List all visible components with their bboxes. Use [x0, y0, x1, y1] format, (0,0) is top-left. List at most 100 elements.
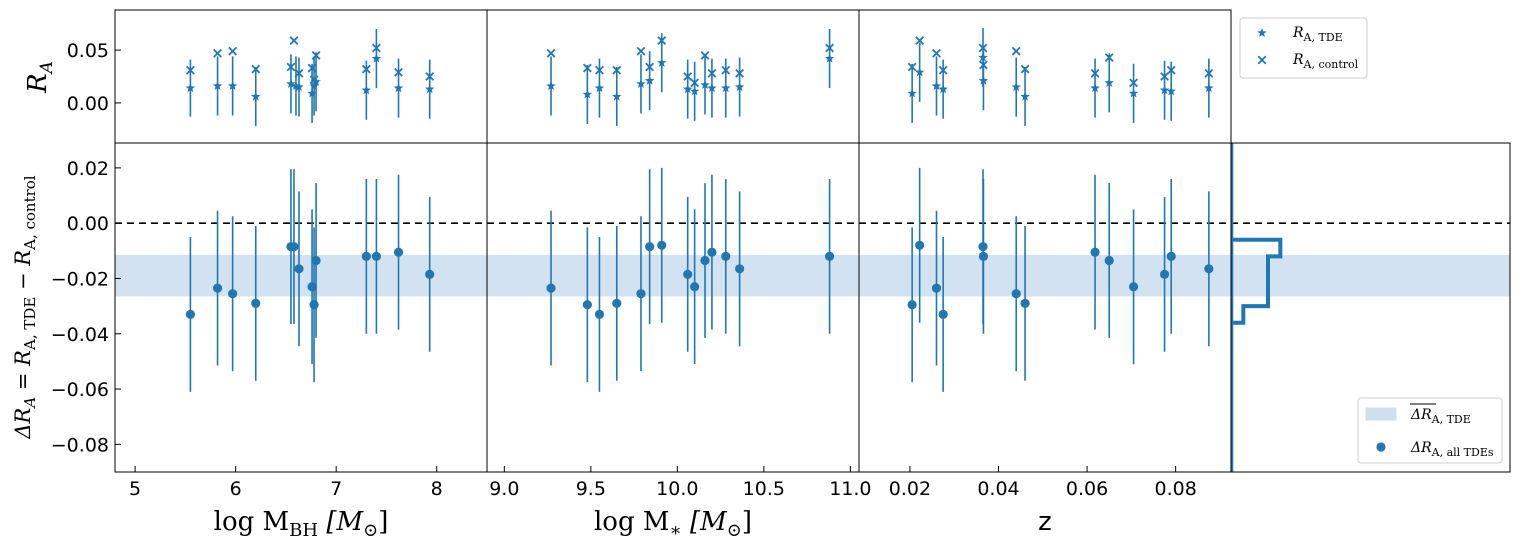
bottom-mstar-point-circle	[735, 264, 745, 274]
bottom-mstar-xtick-label: 10.5	[743, 478, 785, 500]
top-z-point-x	[1204, 68, 1214, 78]
top-mbh-point-x-b	[371, 43, 381, 53]
bottom-z-point-circle	[907, 300, 917, 310]
top-mstar-point-star	[721, 83, 731, 93]
band-layer	[115, 222, 1510, 297]
hist-band	[1231, 254, 1510, 297]
xlabel-mbh: log MBH [M⊙]	[214, 507, 389, 541]
bottom-z-xtick-label: 0.06	[1066, 478, 1108, 500]
bottom-mbh-ytick-label: −0.02	[51, 268, 109, 290]
top-mstar-point-x	[825, 43, 835, 53]
top-mstar-point-star	[636, 78, 646, 88]
bottom-mbh-point-circle	[228, 289, 238, 299]
top-mstar-point-x-b	[636, 46, 646, 56]
top-mstar-point-star	[700, 79, 710, 89]
legend-bottom-circle-marker	[1376, 442, 1386, 452]
top-z-point-x-b	[915, 36, 925, 46]
top-mstar-point-x	[683, 72, 693, 81]
bottom-mstar-band	[487, 254, 859, 297]
top-mbh-point-x-b	[251, 64, 261, 74]
top-mstar-point-star	[582, 89, 593, 99]
bottom-z-point-circle	[1204, 264, 1214, 274]
bottom-mstar-point-circle	[683, 269, 693, 279]
top-mbh-point-x-b	[185, 65, 195, 75]
bottom-mstar-xtick-label: 11.0	[829, 478, 871, 500]
bottom-mbh-point-circle	[185, 309, 196, 320]
top-ylabel: RA	[23, 61, 57, 94]
top-mstar-point-star	[644, 75, 655, 85]
top-mbh-ytick-label: 0.00	[67, 93, 109, 115]
frames-layer	[114, 9, 1511, 473]
top-z-point-x-b	[1166, 65, 1176, 75]
top-mstar-point-star	[546, 81, 556, 91]
top-mbh-point-x-b	[213, 48, 222, 58]
top-z-point-x-b	[1204, 68, 1214, 78]
top-mbh-point-x	[371, 43, 381, 53]
top-mbh-point-x	[294, 68, 304, 78]
top-mstar-point-x-b	[825, 43, 835, 53]
legend-top-label-control: RA, control	[1292, 52, 1359, 71]
bottom-z-point-circle	[1011, 289, 1021, 299]
marks-layer	[185, 27, 1283, 472]
bottom-mstar-point-circle	[645, 242, 655, 252]
top-mbh-point-x-b	[294, 68, 304, 78]
top-mbh-point-x	[309, 75, 319, 85]
bottom-mbh-ytick-label: 0.02	[67, 158, 109, 180]
bottom-mbh-point-circle	[425, 269, 435, 279]
top-mstar-point-x-b	[645, 62, 655, 72]
top-mbh-point-star	[309, 81, 319, 91]
legend-top: RA, TDE RA, control	[1239, 17, 1368, 79]
top-mbh-point-x	[425, 72, 435, 81]
bottom-mbh-xtick-label: 5	[129, 478, 141, 500]
bottom-mstar-point-circle	[707, 247, 717, 257]
top-mbh-point-x-b	[394, 67, 403, 77]
top-mstar-point-x	[595, 65, 604, 75]
top-z-point-star	[1204, 83, 1214, 93]
top-mstar-point-star	[689, 86, 700, 96]
top-mstar-point-star	[657, 57, 667, 67]
top-mstar-point-star	[707, 83, 717, 93]
top-mstar-point-x-b	[582, 63, 592, 73]
bottom-z-point-circle	[938, 309, 948, 320]
top-mstar-point-x	[582, 63, 592, 73]
top-z-point-star	[1011, 82, 1021, 92]
top-z-point-star	[978, 75, 989, 85]
top-mstar-point-x-b	[657, 36, 667, 46]
top-mbh-point-x	[286, 62, 296, 72]
top-mstar-point-x	[645, 62, 655, 72]
top-mstar-point-x-b	[700, 50, 710, 60]
top-z-point-x-b	[1011, 46, 1021, 56]
bottom-z-point-circle	[931, 283, 942, 293]
top-z-point-star	[1020, 91, 1030, 101]
top-z-point-star	[1159, 85, 1170, 95]
top-mstar-point-x	[546, 48, 556, 58]
legend-top-x-marker	[1257, 55, 1267, 65]
top-z-point-x-b	[978, 43, 988, 53]
legend-bottom-band-marker	[1365, 407, 1397, 421]
xlabel-z: z	[1038, 507, 1052, 537]
top-z-point-x	[1129, 78, 1139, 88]
bottom-mstar-point-circle	[594, 309, 605, 320]
top-z-point-x	[907, 62, 917, 72]
top-mbh-point-star	[227, 81, 238, 91]
bottom-mbh-xtick-label: 6	[230, 478, 242, 500]
hist-frame	[1230, 142, 1511, 473]
top-mbh-point-x-b	[309, 75, 319, 85]
top-mstar-point-x	[707, 68, 717, 78]
top-mbh-point-star	[393, 83, 404, 93]
bottom-z-point-circle	[1159, 269, 1170, 279]
top-z-point-x-b	[1129, 78, 1139, 88]
top-mbh-point-x	[185, 65, 195, 75]
top-z-point-x-b	[932, 48, 941, 58]
top-mbh-point-x	[251, 64, 261, 74]
top-mbh-point-x-b	[311, 50, 321, 60]
top-mstar-point-star	[612, 91, 622, 101]
bottom-mbh-xtick-label: 8	[431, 478, 443, 500]
top-mbh-point-x	[289, 36, 299, 46]
top-z-point-x	[1090, 68, 1100, 78]
top-z-point-x-b	[1020, 64, 1030, 74]
bottom-mbh-point-circle	[251, 298, 261, 308]
top-z-point-x	[979, 60, 988, 70]
top-z-point-x	[1011, 46, 1021, 56]
